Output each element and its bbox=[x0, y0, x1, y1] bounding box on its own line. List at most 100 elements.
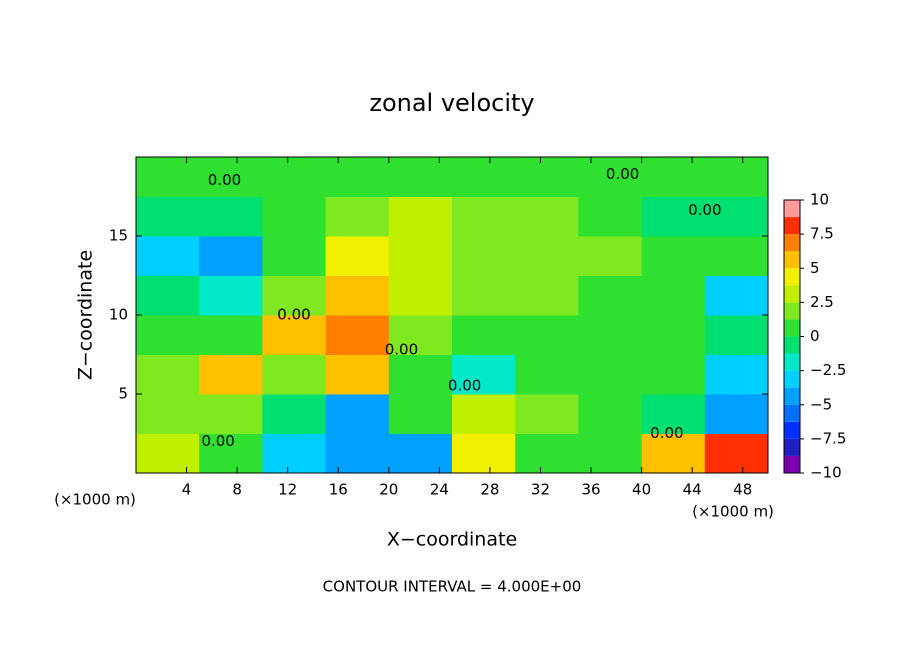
y-tick-label: 5 bbox=[118, 385, 128, 403]
contour-cell bbox=[704, 394, 769, 434]
contour-label: 0.00 bbox=[385, 340, 418, 358]
colorbar-band bbox=[784, 234, 800, 252]
contour-cell bbox=[452, 354, 516, 395]
x-tick-label: 8 bbox=[232, 481, 242, 499]
contour-cell bbox=[515, 354, 579, 395]
chart-title: zonal velocity bbox=[369, 89, 534, 117]
contour-cell bbox=[199, 433, 263, 474]
contour-cell bbox=[199, 354, 263, 395]
colorbar-tick-label: −5 bbox=[810, 395, 832, 413]
contour-label: 0.00 bbox=[201, 432, 234, 450]
contour-cell bbox=[262, 433, 327, 474]
contour-cell bbox=[136, 433, 200, 474]
colorbar-band bbox=[784, 336, 800, 354]
contour-cell bbox=[325, 315, 390, 355]
colorbar-band bbox=[784, 404, 800, 422]
x-unit-left: (×1000 m) bbox=[54, 491, 136, 509]
contour-cell bbox=[704, 354, 769, 395]
contour-cell bbox=[325, 275, 390, 316]
y-tick-label: 15 bbox=[109, 227, 128, 245]
colorbar-tick-label: 7.5 bbox=[810, 225, 834, 243]
x-tick-label: 12 bbox=[278, 481, 297, 499]
contour-cell bbox=[578, 394, 643, 434]
contour-cell bbox=[136, 315, 200, 355]
contour-cell bbox=[388, 236, 453, 276]
contour-cell bbox=[452, 157, 516, 197]
footer: CONTOUR INTERVAL = 4.000E+00 bbox=[323, 578, 582, 596]
contour-cell bbox=[388, 394, 453, 434]
colorbar-band bbox=[784, 455, 800, 473]
contour-cell bbox=[325, 196, 390, 237]
contour-label: 0.00 bbox=[448, 377, 481, 395]
colorbar-band bbox=[784, 438, 800, 456]
contour-cell bbox=[325, 236, 390, 276]
contour-cell bbox=[578, 433, 643, 474]
contour-cell bbox=[136, 157, 200, 197]
contour-label: 0.00 bbox=[606, 165, 639, 183]
contour-cell bbox=[704, 236, 769, 276]
colorbar-band bbox=[784, 251, 800, 269]
contour-cell bbox=[578, 157, 643, 197]
colorbar-band bbox=[784, 268, 800, 286]
contour-cell bbox=[704, 275, 769, 316]
contour-cell bbox=[704, 157, 769, 197]
contour-label: 0.00 bbox=[208, 171, 241, 189]
contour-cell bbox=[704, 433, 769, 474]
contour-cell bbox=[515, 275, 579, 316]
contour-cell bbox=[704, 315, 769, 355]
colorbar-band bbox=[784, 302, 800, 320]
contour-cell bbox=[262, 236, 327, 276]
contour-cell bbox=[452, 236, 516, 276]
contour-cell bbox=[136, 236, 200, 276]
contour-cell bbox=[452, 275, 516, 316]
y-tick-label: 10 bbox=[109, 306, 128, 324]
contour-cell bbox=[578, 275, 643, 316]
contour-cell bbox=[641, 315, 706, 355]
contour-cell bbox=[262, 157, 327, 197]
contour-cell bbox=[262, 394, 327, 434]
contour-cell bbox=[325, 433, 390, 474]
contour-cell bbox=[641, 157, 706, 197]
colorbar-tick-label: 2.5 bbox=[810, 293, 834, 311]
contour-cell bbox=[515, 157, 579, 197]
colorbar-band bbox=[784, 319, 800, 337]
contour-cell bbox=[136, 354, 200, 395]
colorbar-tick-label: −7.5 bbox=[810, 429, 846, 447]
contour-cell bbox=[136, 196, 200, 237]
contour-cell bbox=[641, 433, 706, 474]
x-tick-label: 36 bbox=[581, 481, 600, 499]
colorbar-band bbox=[784, 200, 800, 218]
x-tick-label: 32 bbox=[531, 481, 550, 499]
contour-cell bbox=[325, 394, 390, 434]
contour-cell bbox=[388, 196, 453, 237]
x-tick-label: 24 bbox=[430, 481, 449, 499]
x-tick-label: 48 bbox=[733, 481, 752, 499]
x-tick-label: 20 bbox=[379, 481, 398, 499]
colorbar-band bbox=[784, 370, 800, 388]
contour-cell bbox=[452, 433, 516, 474]
colorbar-band bbox=[784, 353, 800, 371]
contour-cell bbox=[388, 354, 453, 395]
contour-cell bbox=[199, 196, 263, 237]
contour-cell bbox=[199, 275, 263, 316]
colorbar-tick-label: 10 bbox=[810, 191, 829, 209]
y-axis-label: Z−coordinate bbox=[75, 250, 97, 380]
contour-cell bbox=[452, 394, 516, 434]
contour-cell bbox=[641, 236, 706, 276]
x-tick-label: 16 bbox=[329, 481, 348, 499]
contour-cell bbox=[641, 196, 706, 237]
contour-cell bbox=[388, 275, 453, 316]
contour-cell bbox=[515, 236, 579, 276]
contour-cell bbox=[199, 315, 263, 355]
colorbar-band bbox=[784, 217, 800, 235]
colorbar-tick-label: −2.5 bbox=[810, 361, 846, 379]
contour-cell bbox=[452, 315, 516, 355]
contour-cell bbox=[515, 433, 579, 474]
colorbar-band bbox=[784, 285, 800, 303]
contour-cell bbox=[325, 157, 390, 197]
contour-cell bbox=[641, 275, 706, 316]
contour-cell bbox=[388, 315, 453, 355]
x-axis-label: X−coordinate bbox=[387, 529, 517, 551]
colorbar-tick-label: 5 bbox=[810, 259, 820, 277]
